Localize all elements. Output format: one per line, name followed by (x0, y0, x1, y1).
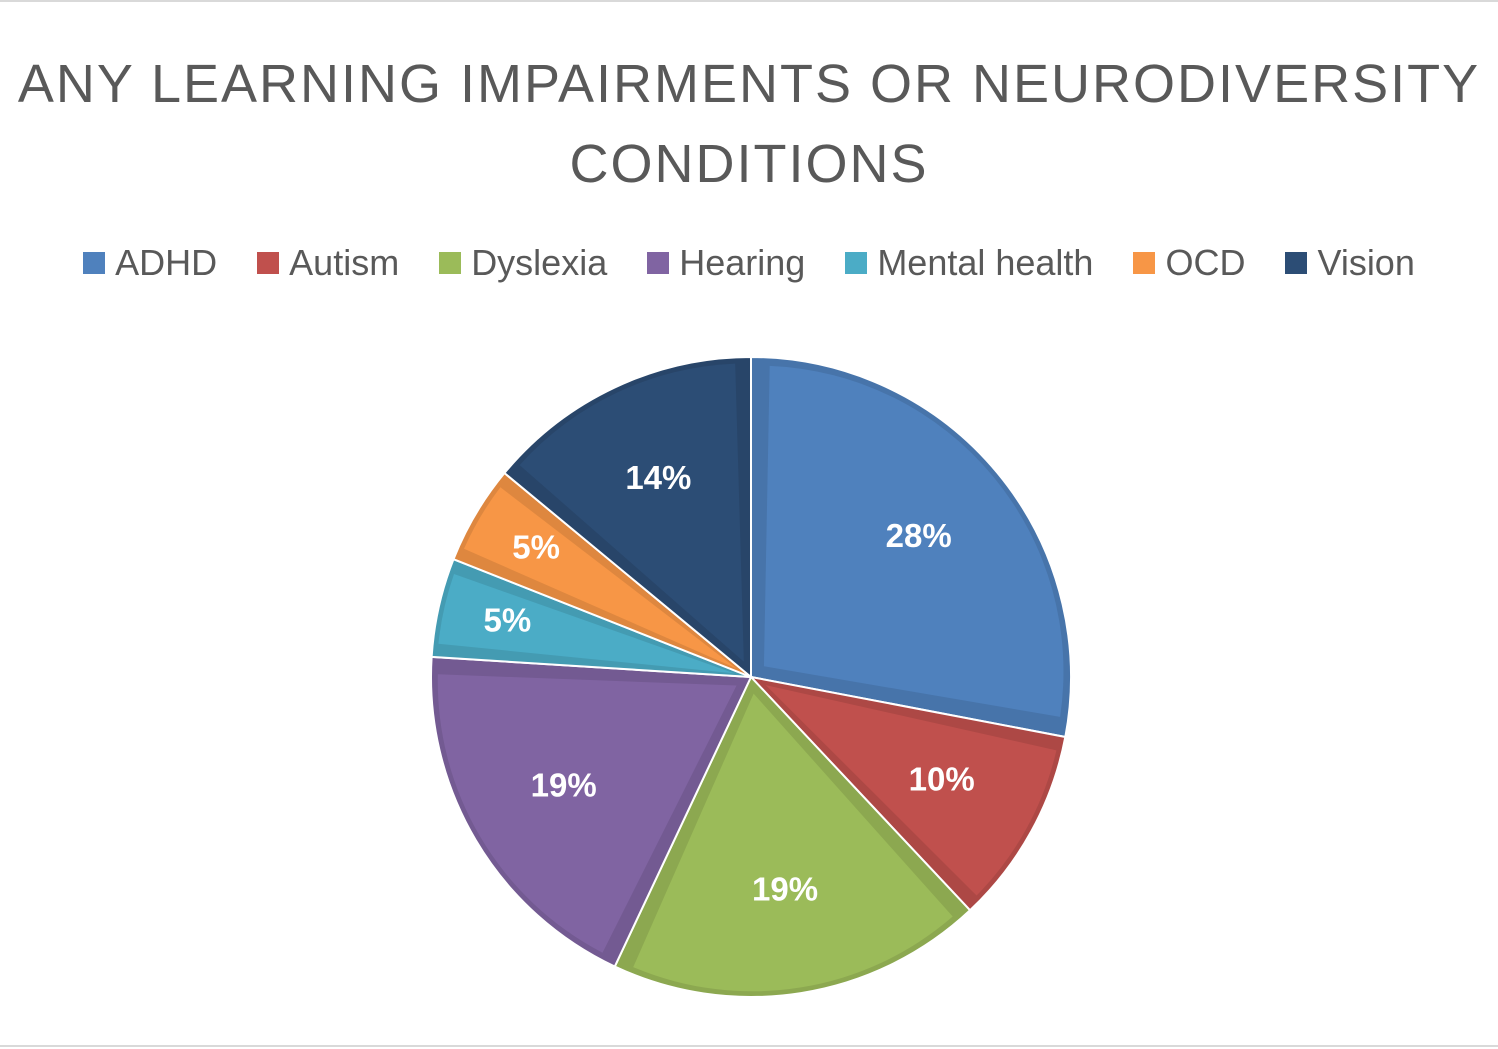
data-label-mental-health: 5% (484, 601, 532, 638)
legend-label: OCD (1165, 242, 1246, 283)
legend-item-ocd: OCD (1133, 242, 1245, 284)
legend-swatch (647, 252, 670, 274)
pie-slice-face-mental-health (438, 573, 735, 674)
pie-slice-face-adhd (763, 365, 1064, 717)
legend-swatch (83, 252, 106, 274)
pie-slice-face-vision (519, 363, 744, 662)
pie-slice-face-hearing (437, 674, 737, 953)
pie-slice-face-dyslexia (633, 693, 953, 992)
data-label-adhd: 28% (886, 517, 952, 554)
legend-swatch (1133, 252, 1156, 274)
legend-item-hearing: Hearing (647, 242, 805, 284)
legend-label: Autism (289, 242, 400, 283)
legend-swatch (845, 252, 868, 274)
chart-legend: ADHD Autism Dyslexia Hearing Mental health OC… (0, 242, 1498, 284)
legend-swatch (1285, 252, 1308, 274)
legend-item-dyslexia: Dyslexia (439, 242, 607, 284)
legend-label: Mental health (877, 242, 1094, 283)
legend-label: Dyslexia (471, 242, 608, 283)
chart-title-line-2: CONDITIONS (569, 134, 929, 194)
data-label-vision: 14% (625, 459, 691, 496)
legend-swatch (257, 252, 280, 274)
chart-title: ANY LEARNING IMPAIRMENTS OR NEURODIVERSI… (0, 44, 1498, 204)
chart-title-line-1: ANY LEARNING IMPAIRMENTS OR NEURODIVERSI… (17, 54, 1481, 114)
legend-label: Vision (1317, 242, 1415, 283)
data-label-ocd: 5% (512, 529, 560, 566)
pie-slice-face-autism (765, 685, 1057, 896)
data-label-dyslexia: 19% (752, 871, 818, 908)
legend-item-autism: Autism (257, 242, 399, 284)
legend-item-mental-health: Mental health (845, 242, 1093, 284)
legend-label: Hearing (679, 242, 806, 283)
data-label-autism: 10% (909, 761, 975, 798)
data-label-hearing: 19% (531, 766, 597, 803)
legend-label: ADHD (115, 242, 218, 283)
pie-slice-face-ocd (463, 487, 737, 669)
legend-swatch (439, 252, 462, 274)
legend-item-adhd: ADHD (83, 242, 217, 284)
legend-item-vision: Vision (1285, 242, 1415, 284)
